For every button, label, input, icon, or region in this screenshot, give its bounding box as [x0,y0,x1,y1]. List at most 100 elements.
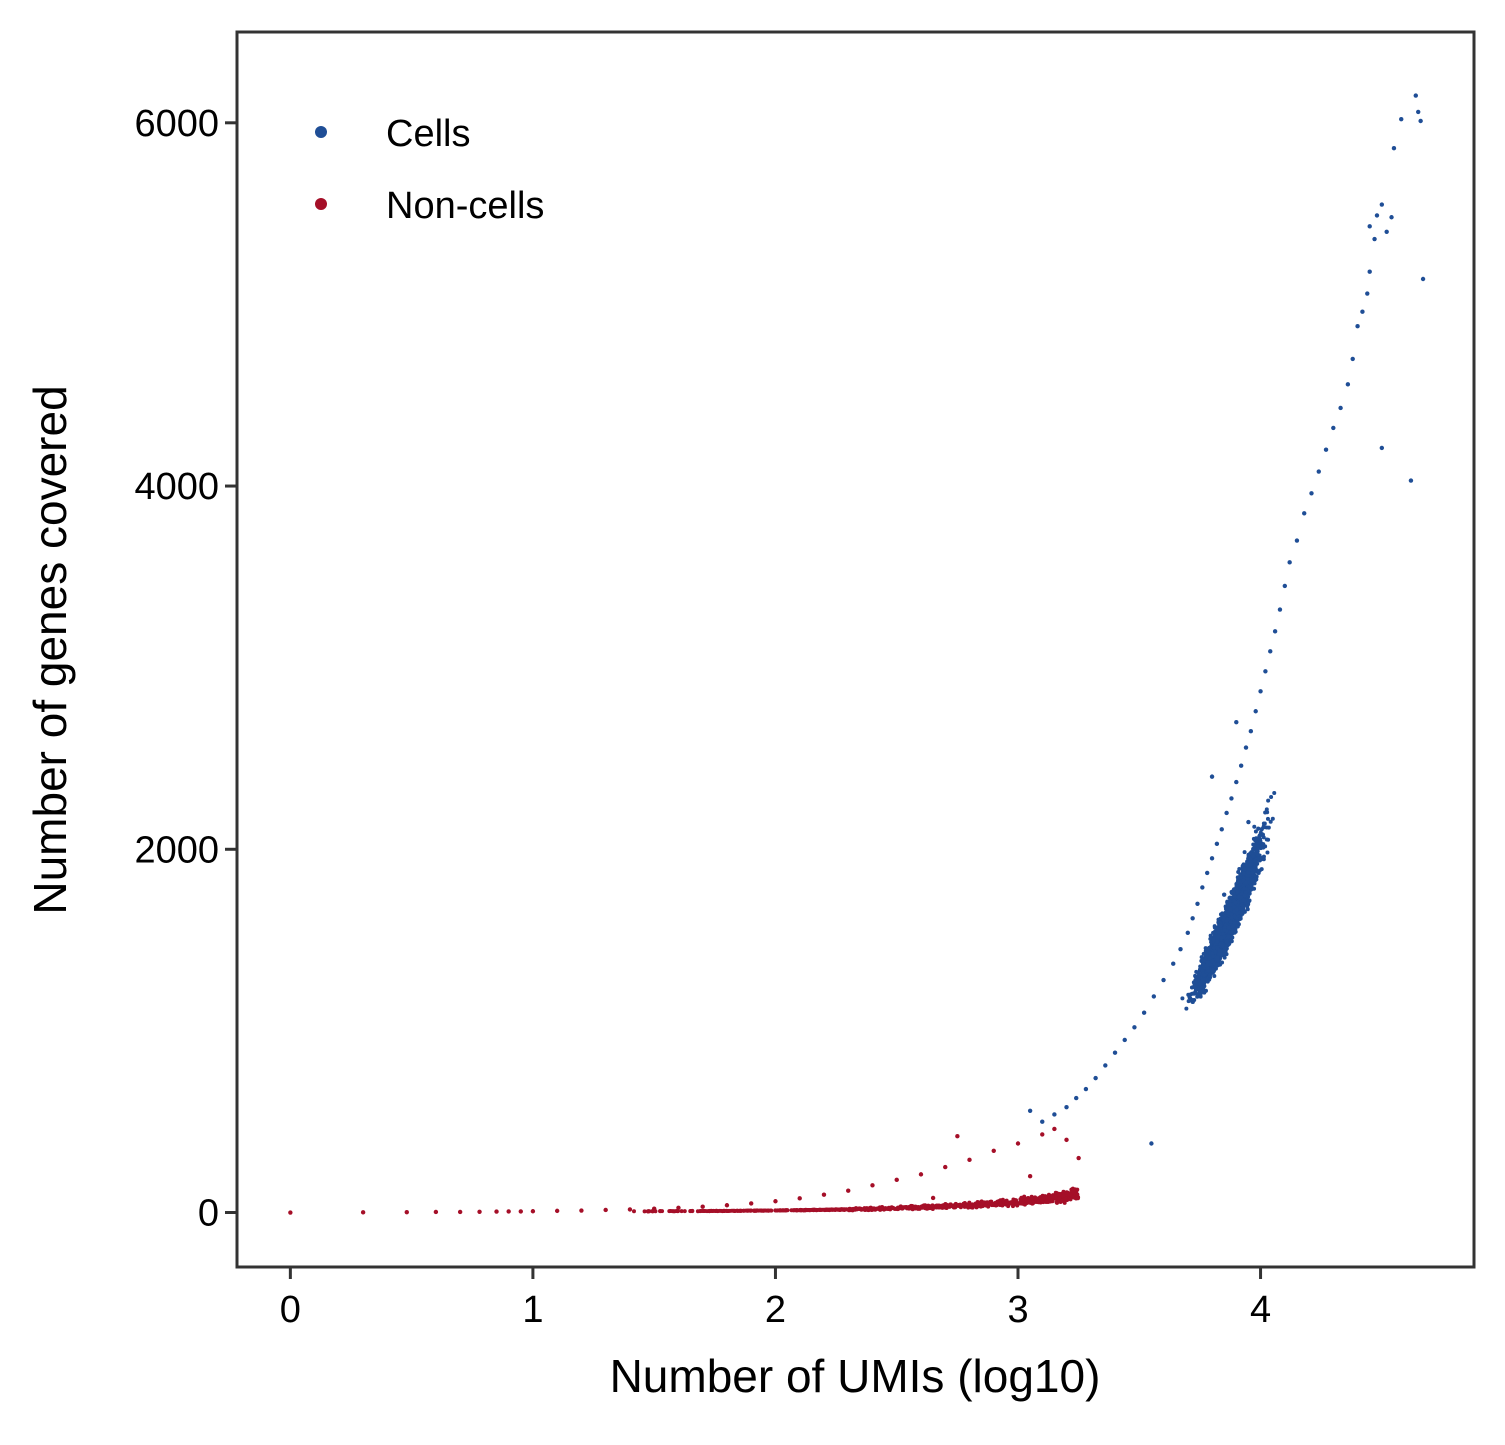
noncell-point-fill-865 [956,1203,961,1208]
cell-point-fill-1176 [1268,819,1273,824]
noncell-point-fill-756 [714,1208,719,1213]
cell-point-fill-2058 [1264,837,1269,842]
noncell-point-11 [579,1208,584,1213]
cell-point-fill-2475 [1252,873,1257,878]
x-tick-label-4: 4 [1250,1289,1271,1331]
noncell-point-fill-795 [854,1207,859,1212]
cell-point-fill-2469 [1190,997,1195,1002]
cell-point-fill-2293 [1242,871,1247,876]
cell-point-fill-2587 [1205,962,1210,967]
noncell-point-fill-835 [1046,1192,1051,1197]
y-tick-label-2: 4000 [134,466,219,508]
noncell-point-fill-555 [785,1208,790,1213]
noncell-point-fill-741 [1057,1196,1062,1201]
cell-point-48 [1185,930,1190,936]
noncell-point-fill-800 [967,1200,972,1205]
cell-point-fill-2131 [1259,867,1264,872]
noncell-point-fill-788 [1053,1195,1058,1200]
noncell-point-fill-810 [1013,1198,1018,1203]
x-tick-label-0: 0 [280,1289,301,1331]
legend-label-0: Cells [386,113,470,155]
cell-point-fill-2585 [1235,880,1240,885]
cell-point-fill-2596 [1233,900,1238,905]
cell-point-fill-2553 [1216,927,1221,932]
cell-point-fill-1716 [1212,974,1217,979]
cell-point-fill-2500 [1241,878,1246,883]
cell-point-4 [1391,146,1397,151]
noncell-point-13 [627,1207,633,1212]
cell-point-fill-1675 [1269,795,1274,800]
cell-point-56 [1112,1050,1118,1055]
noncell-point-fill-653 [742,1208,747,1213]
noncell-point-37 [930,1195,936,1201]
cell-point-fill-2580 [1224,919,1229,924]
cell-point-15 [1365,291,1370,296]
cell-point-fill-1492 [1184,1006,1189,1011]
cell-point-fill-2484 [1245,860,1250,865]
cell-point-25 [1302,511,1307,516]
noncell-point-fill-294 [650,1209,655,1214]
noncell-point-fill-828 [1036,1199,1041,1204]
y-tick-label-0: 0 [198,1193,219,1235]
cell-point-fill-2369 [1236,870,1241,875]
cell-point-fill-2571 [1253,859,1258,864]
noncell-point-2 [404,1209,409,1215]
cell-point-31 [1268,649,1273,654]
cell-point-41 [1219,827,1224,832]
noncell-point-fill-827 [930,1203,935,1208]
cell-point-fill-2524 [1202,990,1207,995]
noncell-point-fill-895 [868,1207,873,1212]
cell-point-fill-2523 [1207,956,1212,961]
noncell-point-26 [943,1164,948,1170]
cell-point-fill-2572 [1248,867,1253,872]
cell-point-46 [1195,901,1200,906]
cell-point-42 [1214,841,1220,847]
cell-point-27 [1287,560,1292,565]
noncell-point-fill-807 [859,1207,864,1212]
cell-point-fill-2563 [1217,948,1222,953]
cell-point-fill-2482 [1194,969,1199,974]
cell-point-fill-1923 [1207,973,1212,978]
noncell-point-23 [870,1183,875,1188]
cell-point-fill-2422 [1249,884,1254,889]
cell-point-fill-2062 [1264,807,1269,812]
noncell-point-20 [797,1196,802,1201]
noncell-point-fill-774 [986,1204,991,1209]
cell-point-14 [1408,478,1414,483]
noncell-point-fill-882 [951,1204,956,1209]
noncell-point-1 [360,1210,366,1215]
noncell-point-fill-538 [700,1209,705,1214]
cell-point-fill-2419 [1230,935,1235,940]
cell-point-24 [1309,491,1314,496]
noncell-point-fill-869 [646,1209,651,1214]
noncell-point-fill-856 [936,1205,941,1210]
cell-point-36 [1243,745,1249,750]
noncell-point-18 [749,1201,754,1206]
noncell-point-fill-789 [833,1207,838,1212]
noncell-point-fill-715 [814,1207,819,1212]
noncell-point-fill-834 [825,1207,830,1212]
noncell-point-fill-536 [682,1209,687,1214]
noncell-point-fill-626 [794,1208,799,1213]
noncell-point-27 [967,1157,972,1163]
x-tick-label-2: 2 [765,1289,786,1331]
cell-point-fill-2425 [1200,962,1205,967]
cell-point-fill-2397 [1207,945,1212,950]
cell-point-1 [1399,116,1404,122]
cell-point-fill-2044 [1208,936,1213,941]
x-axis: 0 1 2 3 4 [280,1267,1271,1331]
noncell-point-22 [846,1188,851,1193]
noncell-point-fill-567 [891,1206,896,1211]
cell-point-fill-2501 [1211,954,1216,959]
cell-point-fill-1398 [1227,896,1232,901]
cell-point-fill-2525 [1245,876,1250,881]
noncell-point-fill-871 [846,1207,851,1212]
cell-point-fill-2371 [1211,937,1216,942]
cell-point-3 [1418,118,1423,124]
noncell-point-fill-766 [717,1208,722,1213]
y-tick-label-3: 6000 [134,103,219,145]
cell-point-fill-2576 [1216,934,1221,939]
noncell-point-fill-884 [1008,1201,1013,1206]
noncell-point-fill-783 [724,1208,729,1213]
cell-point-26 [1294,538,1300,543]
